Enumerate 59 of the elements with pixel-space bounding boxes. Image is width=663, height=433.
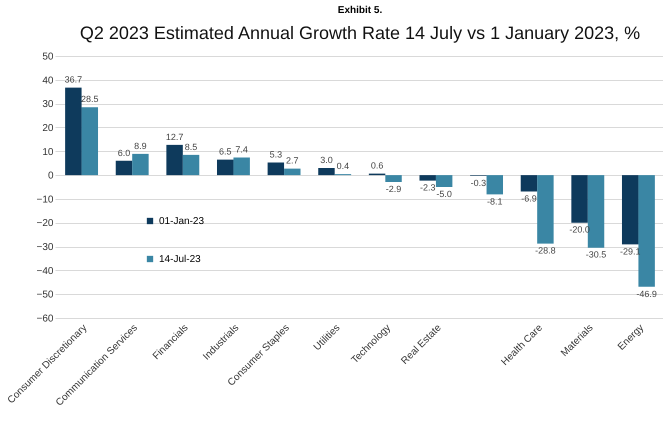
bar [216,160,234,176]
data-label: 6.5 [218,146,232,157]
data-label: -2.9 [386,184,402,194]
y-tick-label: −10 [36,194,54,206]
bar [233,157,250,176]
bar [65,88,82,176]
bar [318,168,335,176]
y-tick-label: 20 [42,122,54,134]
bar [638,175,655,287]
bar [82,107,98,176]
y-tick-label: 50 [42,52,54,62]
data-label: -0.3 [470,178,486,188]
data-label: -28.8 [535,246,556,256]
y-tick-label: −40 [36,266,54,277]
y-tick-label: −50 [36,290,54,301]
data-label: -2.3 [420,182,436,193]
bar [486,175,504,194]
legend-label: 14-Jul-23 [159,254,202,265]
bar [284,168,301,176]
data-label: 36.7 [64,74,82,85]
data-label: 7.4 [235,144,248,154]
data-label: -5.0 [436,189,452,199]
data-label: -6.9 [521,194,537,204]
y-tick-label: −60 [36,314,54,324]
data-label: 8.9 [134,140,147,151]
y-tick-label: 40 [42,75,54,86]
bar [419,175,436,181]
data-label: 5.3 [270,149,282,160]
bar [571,175,588,223]
data-label: 8.5 [184,142,198,152]
bar [268,162,284,176]
data-label: 12.7 [166,132,184,142]
y-tick-label: 30 [42,99,54,110]
legend-label: 01-Jan-23 [159,216,204,227]
data-label: -46.9 [636,288,657,299]
bar [385,175,402,182]
bar [622,175,638,244]
bar [588,175,604,248]
bar [537,175,554,244]
bar [116,160,132,176]
data-label: 6.0 [118,148,130,158]
chart-title: Q2 2023 Estimated Annual Growth Rate 14 July vs 1 January 2023, % [80,23,640,43]
data-label: 0.6 [370,160,384,171]
bar [132,154,149,176]
chart-subtitle: Exhibit 5. [338,5,382,16]
bar [182,154,200,176]
y-tick-label: 0 [48,170,54,182]
data-label: 2.7 [286,156,299,166]
data-label: 0.4 [336,161,350,172]
data-label: -8.1 [487,196,503,206]
bar [520,175,538,192]
y-tick-label: −30 [36,242,54,254]
y-tick-label: −20 [36,218,54,230]
bar [166,144,183,176]
data-label: -30.5 [586,250,606,260]
data-label: 28.5 [81,94,99,104]
data-label: 3.0 [320,154,333,165]
y-tick-label: 10 [42,146,54,158]
bar [436,175,452,187]
